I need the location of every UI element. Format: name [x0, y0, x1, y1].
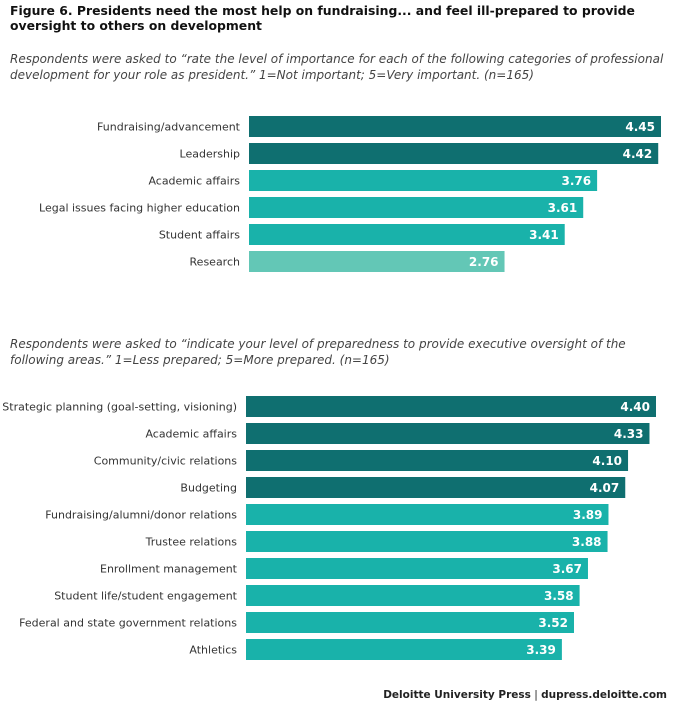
category-label: Strategic planning (goal-setting, vision…: [2, 401, 237, 414]
footer-credit: Deloitte University Press | dupress.delo…: [383, 689, 667, 701]
value-label: 2.76: [469, 255, 499, 269]
category-label: Fundraising/alumni/donor relations: [45, 509, 237, 522]
category-label: Academic affairs: [145, 428, 237, 441]
bar-5: [246, 504, 609, 525]
value-label: 3.89: [573, 508, 603, 522]
value-label: 3.41: [529, 228, 559, 242]
value-label: 4.33: [614, 427, 644, 441]
value-label: 3.88: [572, 535, 602, 549]
bar-10: [246, 639, 562, 660]
category-label: Community/civic relations: [94, 455, 238, 468]
footer-site: dupress.deloitte.com: [541, 689, 667, 701]
footer-separator: |: [534, 689, 538, 701]
value-label: 3.52: [538, 616, 568, 630]
category-label: Enrollment management: [100, 563, 238, 576]
bar-4: [249, 197, 584, 218]
category-label: Legal issues facing higher education: [39, 202, 240, 215]
category-label: Federal and state government relations: [19, 617, 237, 630]
value-label: 3.61: [548, 201, 578, 215]
value-label: 3.67: [552, 562, 582, 576]
bar-3: [246, 450, 629, 471]
category-label: Research: [190, 256, 240, 269]
bar-2: [246, 423, 650, 444]
figure-title: Figure 6. Presidents need the most help …: [10, 3, 635, 33]
category-label: Leadership: [180, 148, 240, 161]
bar-2: [249, 143, 659, 164]
value-label: 3.58: [544, 589, 574, 603]
value-label: 4.45: [625, 120, 655, 134]
category-label: Fundraising/advancement: [97, 121, 241, 134]
category-label: Student life/student engagement: [54, 590, 237, 603]
bar-7: [246, 558, 588, 579]
value-label: 3.39: [526, 643, 556, 657]
category-label: Athletics: [189, 644, 237, 657]
value-label: 4.42: [623, 147, 653, 161]
category-label: Budgeting: [180, 482, 237, 495]
preparedness-bar-chart: Strategic planning (goal-setting, vision…: [2, 396, 656, 660]
bar-4: [246, 477, 626, 498]
category-label: Trustee relations: [145, 536, 238, 549]
chart1-subtitle: Respondents were asked to “rate the leve…: [10, 52, 664, 82]
value-label: 4.10: [592, 454, 622, 468]
importance-bar-chart: Fundraising/advancement 4.45 Leadership 4.4…: [39, 116, 661, 272]
bar-6: [246, 531, 608, 552]
chart2-subtitle: Respondents were asked to “indicate your…: [10, 337, 626, 367]
bar-1: [246, 396, 656, 417]
value-label: 4.40: [620, 400, 650, 414]
category-label: Student affairs: [159, 229, 240, 242]
bar-5: [249, 224, 565, 245]
footer-publisher: Deloitte University Press: [383, 689, 531, 701]
bar-3: [249, 170, 598, 191]
category-label: Academic affairs: [148, 175, 240, 188]
bar-6: [249, 251, 505, 272]
value-label: 3.76: [562, 174, 592, 188]
bar-8: [246, 585, 580, 606]
bar-9: [246, 612, 574, 633]
bar-1: [249, 116, 661, 137]
value-label: 4.07: [590, 481, 620, 495]
